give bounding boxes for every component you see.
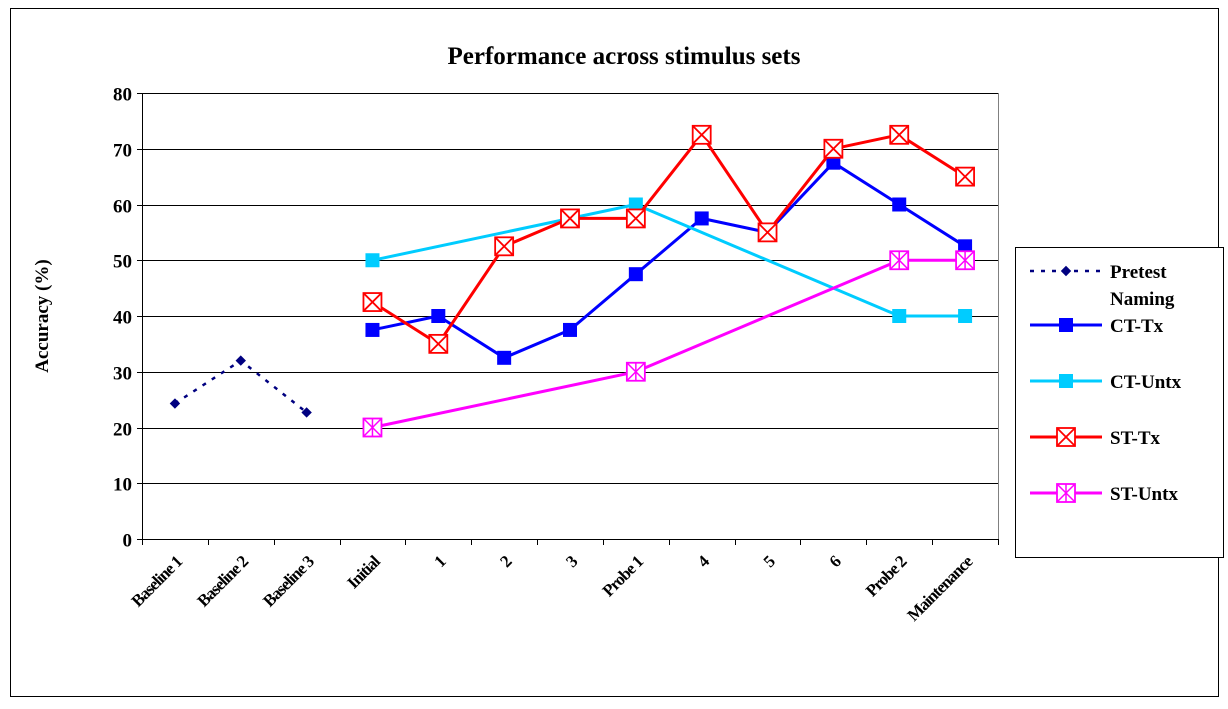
marker-shape (958, 309, 973, 323)
marker-shape (365, 253, 380, 268)
legend-swatch-marker (1060, 265, 1072, 277)
data-point (365, 253, 380, 268)
marker-shape (431, 309, 446, 323)
marker-shape (497, 350, 512, 365)
marker-cross (362, 292, 383, 312)
marker-cross (823, 139, 844, 159)
marker-cross (560, 208, 580, 229)
data-point (494, 236, 515, 257)
data-point (892, 197, 907, 212)
marker-cross (626, 208, 646, 229)
legend-label: Pretest (1110, 262, 1167, 283)
data-point (955, 166, 975, 187)
data-point (691, 124, 712, 145)
legend-label-line2: Naming (1110, 289, 1175, 310)
data-point (301, 407, 312, 418)
y-tick-label: 40 (113, 308, 132, 329)
chart-title: Performance across stimulus sets (448, 43, 801, 70)
series-line (372, 203, 966, 318)
marker-shape (1059, 374, 1073, 388)
marker-shape (563, 322, 577, 337)
marker-cross (1056, 427, 1076, 447)
data-point (365, 322, 380, 337)
legend-swatch-marker (1059, 374, 1073, 388)
data-point (628, 267, 643, 282)
data-point (757, 222, 778, 243)
y-tick-label: 70 (113, 141, 132, 162)
data-point (892, 309, 907, 323)
data-point (428, 333, 449, 354)
data-point (694, 211, 709, 226)
marker-shape (892, 197, 907, 212)
y-axis-label: Accuracy (%) (32, 259, 53, 372)
marker-cross (494, 236, 514, 256)
series-line (372, 161, 966, 360)
marker-cross (757, 222, 778, 243)
data-point (625, 208, 646, 229)
marker-shape (892, 309, 907, 323)
series-line (371, 133, 966, 346)
marker-shape (301, 407, 312, 418)
data-point (362, 417, 383, 438)
legend-label: CT-Untx (1110, 372, 1182, 393)
marker-shape (1059, 318, 1073, 332)
marker-cross (955, 166, 975, 187)
legend-box (1015, 247, 1224, 558)
data-point (625, 361, 646, 382)
legend-entry: CT-Tx (1030, 316, 1164, 337)
y-tick-label: 60 (113, 197, 132, 218)
series-pretest-naming (169, 355, 312, 418)
y-tick-label: 10 (113, 475, 132, 496)
data-point (889, 250, 910, 271)
legend-swatch-marker (1059, 318, 1073, 332)
data-point (958, 309, 973, 323)
series-ct-untx (365, 197, 973, 323)
marker-shape (628, 267, 643, 282)
legend-label: ST-Untx (1110, 484, 1178, 505)
y-tick-label: 30 (113, 364, 132, 385)
data-point (889, 124, 910, 145)
gridlines (142, 93, 998, 484)
y-tick-label: 20 (113, 420, 132, 441)
data-point (431, 309, 446, 323)
legend-label: CT-Tx (1110, 316, 1164, 337)
marker-cross (428, 334, 448, 354)
series-layer (169, 124, 975, 438)
y-tick-label: 0 (123, 531, 133, 552)
y-tick-label: 80 (113, 85, 132, 106)
series-st-tx (362, 124, 975, 354)
marker-cross (692, 125, 712, 145)
marker-shape (694, 211, 709, 226)
series-st-untx (362, 250, 975, 438)
marker-shape (365, 322, 380, 337)
data-point (497, 350, 512, 365)
data-point (169, 398, 181, 409)
data-point (563, 322, 577, 337)
data-point (560, 208, 580, 229)
marker-cross (889, 125, 909, 145)
y-tick-label: 50 (113, 252, 132, 273)
data-point (823, 138, 844, 159)
legend-entry: ST-Tx (1030, 427, 1160, 449)
legend: Pretest Naming CT-Tx CT-Untx ST-Tx ST-Untx (1015, 247, 1224, 558)
legend-entry: ST-Untx (1030, 483, 1178, 505)
legend-entry: Pretest Naming (1030, 262, 1175, 310)
legend-swatch-marker (1056, 483, 1076, 503)
series-line (372, 258, 966, 429)
marker-shape (1060, 265, 1072, 277)
legend-swatch-marker (1056, 427, 1076, 447)
data-point (235, 355, 246, 366)
marker-shape (169, 398, 181, 409)
legend-entry: CT-Untx (1030, 372, 1182, 393)
marker-shape (235, 355, 246, 366)
data-point (955, 250, 975, 271)
data-point (362, 292, 383, 312)
legend-label: ST-Tx (1110, 428, 1160, 449)
